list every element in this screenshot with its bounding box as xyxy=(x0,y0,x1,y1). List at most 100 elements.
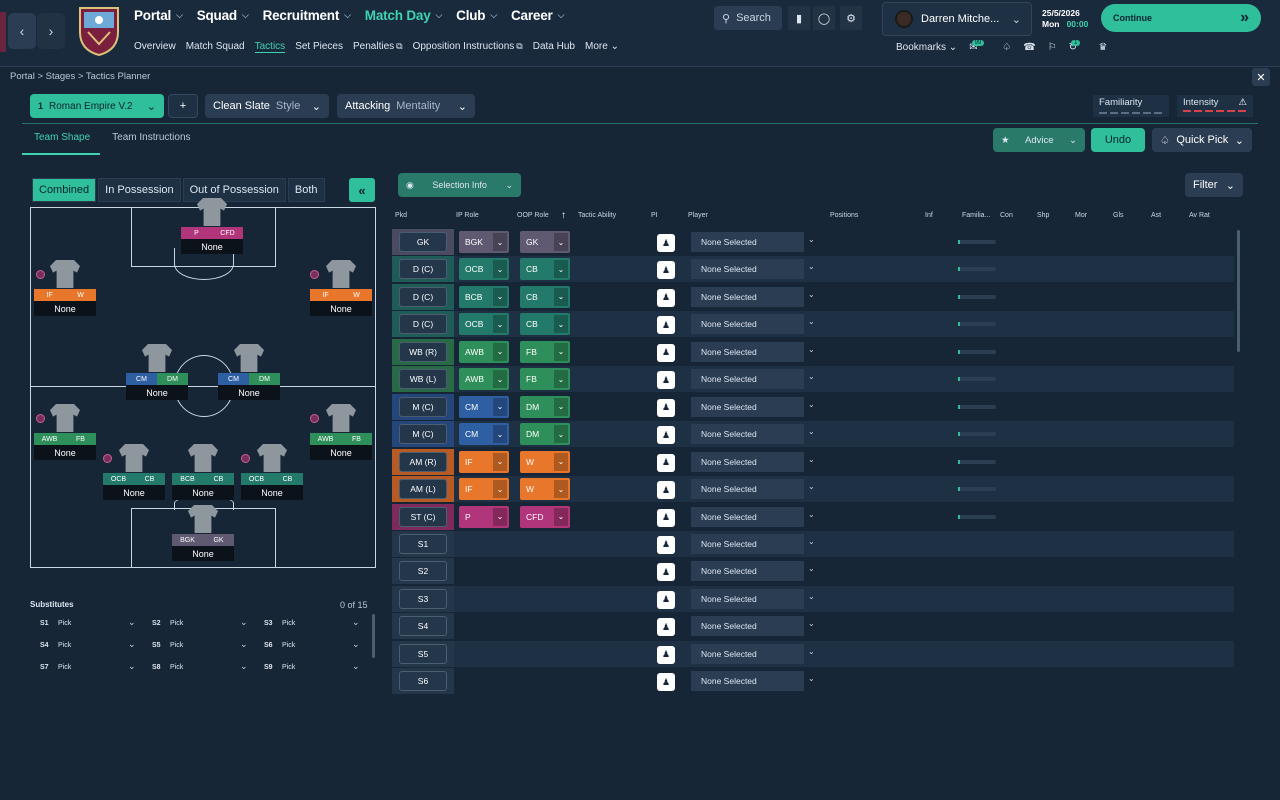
chevron-down-icon[interactable]: ⌄ xyxy=(808,536,815,546)
player-instructions-icon[interactable]: ♟ xyxy=(657,481,675,500)
chevron-down-icon[interactable]: ⌄ xyxy=(808,591,815,601)
position-cell[interactable]: M (C) xyxy=(399,424,447,445)
subnav-more[interactable]: More ⌄ xyxy=(585,41,619,53)
column-header[interactable]: Player xyxy=(688,212,708,219)
table-row[interactable]: IF ⌄ W ⌄ AM (R) ♟ None Selected ⌄ xyxy=(392,448,1234,475)
oop-role-dropdown[interactable]: GK ⌄ xyxy=(520,231,570,253)
add-tactic-button[interactable]: + xyxy=(168,94,198,118)
column-header[interactable]: Shp xyxy=(1037,212,1050,219)
position-cell[interactable]: D (C) xyxy=(399,286,447,307)
position-cell[interactable]: M (C) xyxy=(399,396,447,417)
column-header[interactable]: Familia... xyxy=(962,212,991,219)
column-header[interactable]: Mor xyxy=(1075,212,1088,219)
tab-team-shape[interactable]: Team Shape xyxy=(22,128,101,155)
nav-recruitment[interactable]: Recruitment ⌵ xyxy=(262,8,351,23)
nav-career[interactable]: Career ⌵ xyxy=(510,8,565,23)
trophy-icon[interactable]: ♛ xyxy=(1098,42,1108,53)
chevron-down-icon[interactable]: ⌄ xyxy=(808,427,815,437)
settings-button[interactable]: ⚙ xyxy=(840,6,862,30)
search-button[interactable]: ⚲ Search xyxy=(714,6,782,30)
pitch-player[interactable]: IF W None xyxy=(34,260,96,316)
position-cell[interactable]: S1 xyxy=(399,533,447,554)
table-row[interactable]: S1 ♟ None Selected ⌄ xyxy=(392,530,1234,557)
table-row[interactable]: CM ⌄ DM ⌄ M (C) ♟ None Selected ⌄ xyxy=(392,421,1234,448)
column-header[interactable]: Tactic Ability xyxy=(578,212,617,219)
chevron-down-icon[interactable]: ⌄ xyxy=(808,372,815,382)
player-select[interactable]: None Selected xyxy=(691,671,804,692)
ip-role-dropdown[interactable]: AWB ⌄ xyxy=(459,368,509,391)
inbox-icon[interactable]: ✉99 xyxy=(969,40,990,53)
pitch-player[interactable]: AWB FB None xyxy=(34,404,96,460)
player-instructions-icon[interactable]: ♟ xyxy=(657,261,675,280)
pitch-player[interactable]: OCB CB None xyxy=(103,444,165,500)
substitute-slot[interactable]: S2 Pick ⌄ xyxy=(152,617,252,627)
club-crest-icon[interactable] xyxy=(78,6,120,56)
ip-role-dropdown[interactable]: BGK ⌄ xyxy=(459,231,509,253)
player-instructions-icon[interactable]: ♟ xyxy=(657,234,675,252)
style-dropdown[interactable]: Clean Slate Style ⌄ xyxy=(205,94,329,118)
table-scrollbar[interactable] xyxy=(1237,230,1240,352)
substitute-slot[interactable]: S6 Pick ⌄ xyxy=(264,639,364,649)
player-instructions-icon[interactable]: ♟ xyxy=(657,426,675,445)
player-instructions-icon[interactable]: ♟ xyxy=(657,535,675,554)
substitute-slot[interactable]: S4 Pick ⌄ xyxy=(40,639,140,649)
ip-role-dropdown[interactable]: IF ⌄ xyxy=(459,478,509,501)
chevron-down-icon[interactable]: ⌄ xyxy=(808,399,815,409)
close-button[interactable]: ✕ xyxy=(1252,68,1270,86)
oop-role-dropdown[interactable]: DM ⌄ xyxy=(520,423,570,446)
position-cell[interactable]: S5 xyxy=(399,643,447,664)
player-instructions-icon[interactable]: ♟ xyxy=(657,316,675,335)
table-row[interactable]: P ⌄ CFD ⌄ ST (C) ♟ None Selected ⌄ xyxy=(392,503,1234,530)
ip-role-dropdown[interactable]: IF ⌄ xyxy=(459,450,509,473)
chevron-down-icon[interactable]: ⌄ xyxy=(808,262,815,272)
player-instructions-icon[interactable]: ♟ xyxy=(657,618,675,637)
position-cell[interactable]: S4 xyxy=(399,616,447,637)
player-instructions-icon[interactable]: ♟ xyxy=(657,590,675,609)
player-select[interactable]: None Selected xyxy=(691,643,804,664)
column-header[interactable]: Gls xyxy=(1113,212,1124,219)
chevron-down-icon[interactable]: ⌄ xyxy=(808,344,815,354)
phone-icon[interactable]: ☎ xyxy=(1023,42,1036,53)
position-cell[interactable]: ST (C) xyxy=(399,506,447,527)
globe-button[interactable]: ◯ xyxy=(813,6,835,30)
position-cell[interactable]: WB (R) xyxy=(399,341,447,362)
player-select[interactable]: None Selected xyxy=(691,506,804,527)
mentality-dropdown[interactable]: Attacking Mentality ⌄ xyxy=(337,94,475,118)
shirt-icon[interactable]: ♤ xyxy=(1002,42,1012,53)
table-row[interactable]: S6 ♟ None Selected ⌄ xyxy=(392,668,1234,695)
nav-portal[interactable]: Portal ⌵ xyxy=(134,8,183,23)
table-row[interactable]: AWB ⌄ FB ⌄ WB (L) ♟ None Selected ⌄ xyxy=(392,366,1234,393)
player-select[interactable]: None Selected xyxy=(691,451,804,472)
view-both[interactable]: Both xyxy=(287,178,325,202)
player-instructions-icon[interactable]: ♟ xyxy=(657,453,675,472)
continue-button[interactable]: Continue » xyxy=(1101,4,1261,32)
subnav-opposition-instructions[interactable]: Opposition Instructions ⧉ xyxy=(413,41,523,53)
ip-role-dropdown[interactable]: OCB ⌄ xyxy=(459,258,509,281)
position-cell[interactable]: WB (L) xyxy=(399,369,447,390)
collapse-button[interactable]: « xyxy=(349,178,375,202)
ip-role-dropdown[interactable]: BCB ⌄ xyxy=(459,285,509,308)
ip-role-dropdown[interactable]: AWB ⌄ xyxy=(459,340,509,363)
pitch-player[interactable]: CM DM None xyxy=(218,344,280,400)
column-header[interactable]: OOP Role xyxy=(517,212,549,219)
column-header[interactable]: PI xyxy=(651,212,658,219)
bookmark-button[interactable]: ▮ xyxy=(788,6,810,30)
player-select[interactable]: None Selected xyxy=(691,314,804,335)
refresh-icon[interactable]: ↻1 xyxy=(1069,40,1087,53)
player-select[interactable]: None Selected xyxy=(691,424,804,445)
view-combined[interactable]: Combined xyxy=(32,178,97,202)
player-select[interactable]: None Selected xyxy=(691,259,804,280)
subnav-match-squad[interactable]: Match Squad xyxy=(185,41,245,52)
pitch-player[interactable]: CM DM None xyxy=(126,344,188,400)
oop-role-dropdown[interactable]: W ⌄ xyxy=(520,478,570,501)
table-row[interactable]: S2 ♟ None Selected ⌄ xyxy=(392,558,1234,585)
quick-pick-button[interactable]: ♤ Quick Pick ⌄ xyxy=(1152,128,1252,152)
subnav-set-pieces[interactable]: Set Pieces xyxy=(295,41,343,52)
player-select[interactable]: None Selected xyxy=(691,232,804,252)
table-row[interactable]: IF ⌄ W ⌄ AM (L) ♟ None Selected ⌄ xyxy=(392,476,1234,503)
substitute-slot[interactable]: S8 Pick ⌄ xyxy=(152,661,252,671)
oop-role-dropdown[interactable]: W ⌄ xyxy=(520,450,570,473)
chevron-down-icon[interactable]: ⌄ xyxy=(808,235,815,244)
view-in-possession[interactable]: In Possession xyxy=(98,178,181,202)
oop-role-dropdown[interactable]: CFD ⌄ xyxy=(520,505,570,528)
